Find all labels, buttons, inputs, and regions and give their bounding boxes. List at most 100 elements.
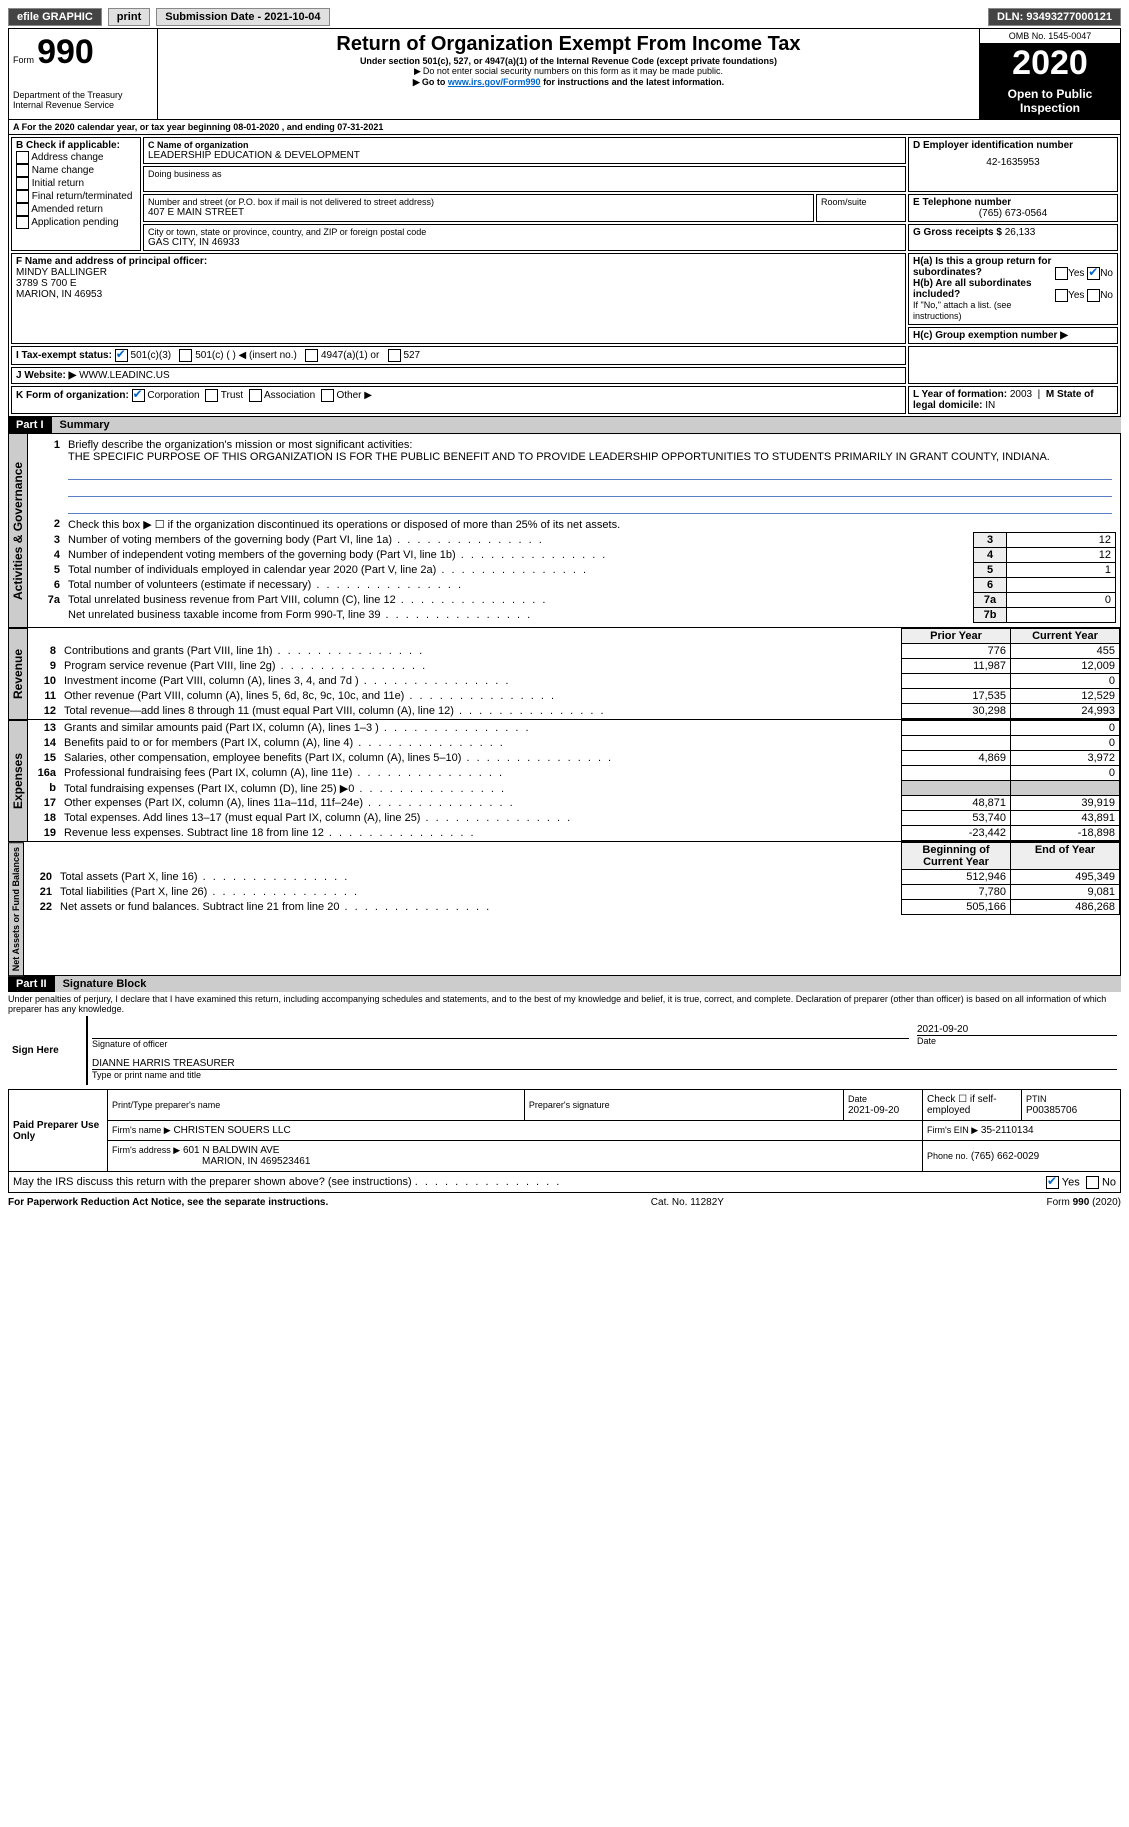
form-title: Return of Organization Exempt From Incom… — [162, 33, 975, 56]
date-label: Date — [917, 1035, 1117, 1046]
side-revenue: Revenue — [8, 628, 28, 720]
boxb-item: Name change — [16, 164, 136, 177]
data-row: 19Revenue less expenses. Subtract line 1… — [28, 826, 1120, 841]
ptin-value: P00385706 — [1026, 1105, 1077, 1116]
assoc-checkbox[interactable] — [249, 389, 262, 402]
hb-no-checkbox[interactable] — [1087, 289, 1100, 302]
data-row: 18Total expenses. Add lines 13–17 (must … — [28, 811, 1120, 826]
hc-label: H(c) Group exemption number ▶ — [913, 330, 1068, 341]
data-row: 12Total revenue—add lines 8 through 11 (… — [28, 704, 1120, 719]
form-header: Form 990 Department of the Treasury Inte… — [8, 28, 1121, 120]
ein-value: 42-1635953 — [913, 157, 1113, 168]
room-label: Room/suite — [821, 197, 901, 207]
open-public-label: Open to Public Inspection — [980, 83, 1120, 119]
gov-row: Net unrelated business taxable income fr… — [32, 608, 1116, 623]
boxb-checkbox[interactable] — [16, 177, 29, 190]
sign-here-label: Sign Here — [8, 1016, 87, 1085]
mission-text: THE SPECIFIC PURPOSE OF THIS ORGANIZATIO… — [68, 451, 1050, 463]
form990-link[interactable]: www.irs.gov/Form990 — [448, 77, 541, 87]
gov-row: 6Total number of volunteers (estimate if… — [32, 578, 1116, 593]
dba-label: Doing business as — [148, 169, 901, 179]
city-value: GAS CITY, IN 46933 — [148, 237, 901, 248]
box-b-label: B Check if applicable: — [16, 140, 136, 151]
hb-label: H(b) Are all subordinates included? — [913, 278, 1032, 300]
boxb-item: Initial return — [16, 177, 136, 190]
perjury-declaration: Under penalties of perjury, I declare th… — [8, 992, 1121, 1016]
527-checkbox[interactable] — [388, 349, 401, 362]
hb-yes-checkbox[interactable] — [1055, 289, 1068, 302]
print-button[interactable]: print — [108, 8, 150, 26]
data-row: 20Total assets (Part X, line 16)512,9464… — [24, 870, 1120, 885]
data-row: 15Salaries, other compensation, employee… — [28, 751, 1120, 766]
officer-name-title: DIANNE HARRIS TREASURER — [92, 1058, 1117, 1070]
boxb-checkbox[interactable] — [16, 203, 29, 216]
data-row: 13Grants and similar amounts paid (Part … — [28, 721, 1120, 736]
box-j-label: J Website: ▶ — [16, 370, 79, 381]
col-prior: Prior Year — [902, 629, 1011, 644]
boxb-checkbox[interactable] — [16, 216, 29, 229]
boxb-item: Application pending — [16, 216, 136, 229]
col-end: End of Year — [1011, 843, 1120, 870]
data-row: 8Contributions and grants (Part VIII, li… — [28, 644, 1120, 659]
data-row: 16aProfessional fundraising fees (Part I… — [28, 766, 1120, 781]
discuss-no-checkbox[interactable] — [1086, 1176, 1099, 1189]
signature-table: Sign Here Signature of officer 2021-09-2… — [8, 1016, 1121, 1085]
subtitle-3-post: for instructions and the latest informat… — [543, 77, 724, 87]
paid-preparer-label: Paid Preparer Use Only — [9, 1090, 108, 1172]
page-footer: For Paperwork Reduction Act Notice, see … — [8, 1197, 1121, 1208]
data-row: 11Other revenue (Part VIII, column (A), … — [28, 689, 1120, 704]
gov-row: 5Total number of individuals employed in… — [32, 563, 1116, 578]
officer-name: MINDY BALLINGER — [16, 267, 901, 278]
city-label: City or town, state or province, country… — [148, 227, 901, 237]
501c3-checkbox[interactable] — [115, 349, 128, 362]
501c-checkbox[interactable] — [179, 349, 192, 362]
sig-date: 2021-09-20 — [917, 1024, 1117, 1035]
discuss-yes-checkbox[interactable] — [1046, 1176, 1059, 1189]
box-g-label: G Gross receipts $ — [913, 227, 1002, 238]
top-toolbar: efile GRAPHIC print Submission Date - 20… — [8, 8, 1121, 26]
street-value: 407 E MAIN STREET — [148, 207, 809, 218]
boxb-checkbox[interactable] — [16, 164, 29, 177]
firm-ein: 35-2110134 — [981, 1125, 1034, 1136]
part2-header: Part II Signature Block — [8, 976, 1121, 992]
boxb-checkbox[interactable] — [16, 151, 29, 164]
box-d-label: D Employer identification number — [913, 140, 1113, 151]
col-beginning: Beginning of Current Year — [902, 843, 1011, 870]
boxb-checkbox[interactable] — [16, 190, 29, 203]
subtitle-1: Under section 501(c), 527, or 4947(a)(1)… — [162, 56, 975, 66]
subtitle-3-pre: Go to — [413, 77, 448, 87]
submission-date-label: Submission Date - 2021-10-04 — [156, 8, 329, 26]
gov-row: 3Number of voting members of the governi… — [32, 533, 1116, 548]
trust-checkbox[interactable] — [205, 389, 218, 402]
gross-receipts: 26,133 — [1005, 227, 1036, 238]
other-checkbox[interactable] — [321, 389, 334, 402]
boxb-item: Address change — [16, 151, 136, 164]
officer-addr2: MARION, IN 46953 — [16, 289, 901, 300]
box-l-label: L Year of formation: — [913, 389, 1010, 400]
ha-no-checkbox[interactable] — [1087, 267, 1100, 280]
box-c-name-label: C Name of organization — [148, 140, 901, 150]
corp-checkbox[interactable] — [132, 389, 145, 402]
gov-row: 7aTotal unrelated business revenue from … — [32, 593, 1116, 608]
gov-row: 4Number of independent voting members of… — [32, 548, 1116, 563]
firm-name: CHRISTEN SOUERS LLC — [173, 1125, 290, 1136]
data-row: 9Program service revenue (Part VIII, lin… — [28, 659, 1120, 674]
officer-addr1: 3789 S 700 E — [16, 278, 901, 289]
box-f-label: F Name and address of principal officer: — [16, 256, 901, 267]
ha-yes-checkbox[interactable] — [1055, 267, 1068, 280]
side-netassets: Net Assets or Fund Balances — [8, 842, 24, 976]
boxb-item: Final return/terminated — [16, 190, 136, 203]
website-value: WWW.LEADINC.US — [79, 370, 170, 381]
street-label: Number and street (or P.O. box if mail i… — [148, 197, 809, 207]
sig-officer-label: Signature of officer — [92, 1039, 167, 1049]
dept-label: Department of the Treasury Internal Reve… — [13, 90, 153, 110]
part1-header: Part I Summary — [8, 417, 1121, 433]
hb-note: If "No," attach a list. (see instruction… — [913, 300, 1011, 321]
form-number: 990 — [37, 33, 94, 71]
firm-addr2: MARION, IN 469523461 — [202, 1156, 310, 1167]
data-row: 21Total liabilities (Part X, line 26)7,7… — [24, 885, 1120, 900]
4947-checkbox[interactable] — [305, 349, 318, 362]
data-row: 22Net assets or fund balances. Subtract … — [24, 900, 1120, 915]
efile-button[interactable]: efile GRAPHIC — [8, 8, 102, 26]
dln-label: DLN: 93493277000121 — [988, 8, 1121, 26]
